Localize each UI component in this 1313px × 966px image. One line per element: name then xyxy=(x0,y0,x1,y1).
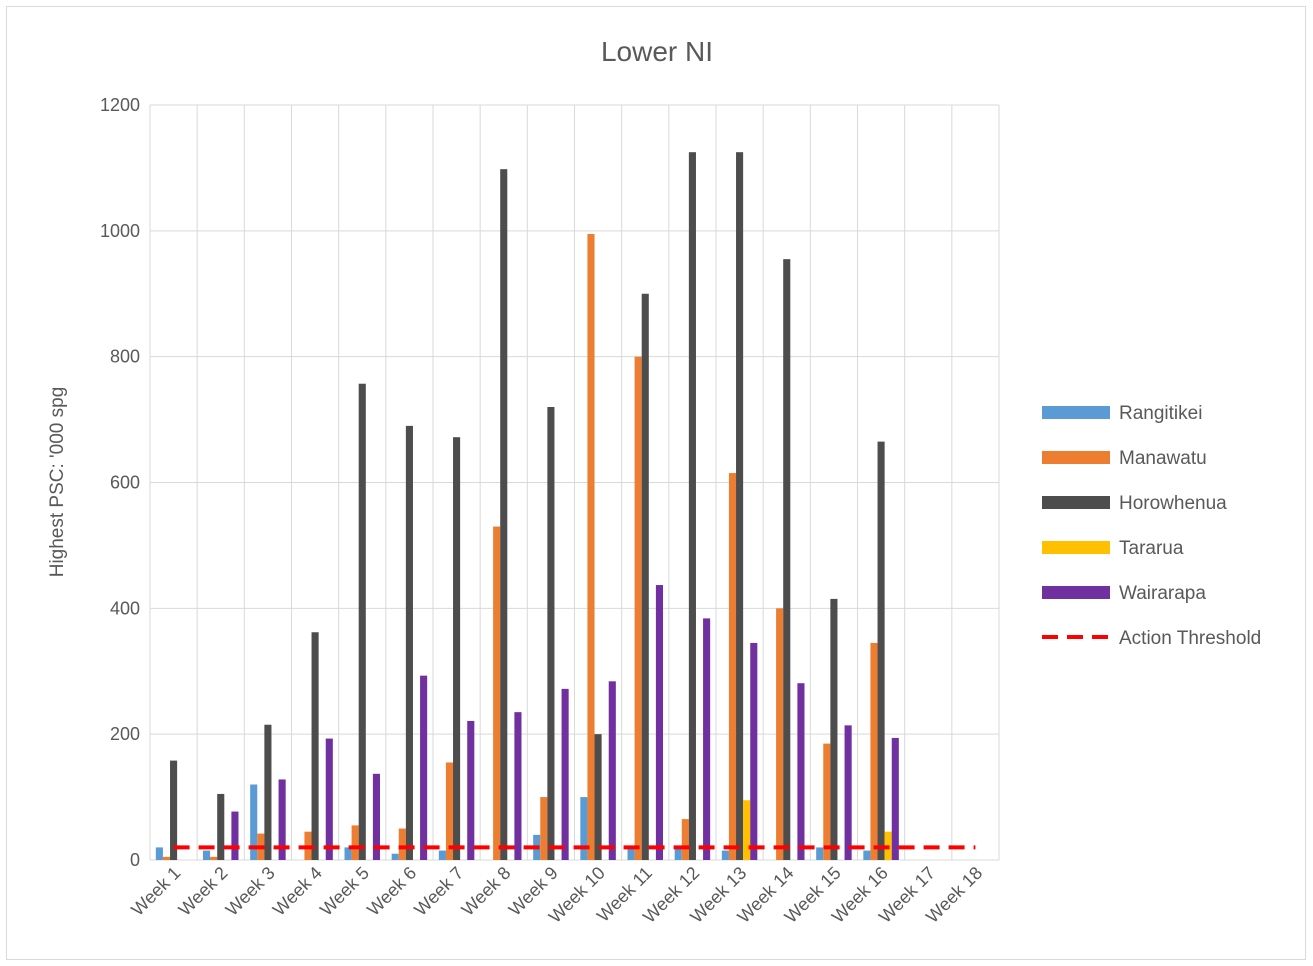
bar-rangitikei xyxy=(863,850,871,860)
bar-wairarapa xyxy=(325,738,333,860)
bar-horowhenua xyxy=(641,293,649,860)
bar-wairarapa xyxy=(844,725,852,860)
y-axis-label: Highest PSC: '000 spg xyxy=(47,387,68,578)
y-tick-label: 0 xyxy=(130,850,140,870)
bar-horowhenua xyxy=(311,632,319,860)
bar-manawatu xyxy=(210,856,218,860)
x-tick-label: Week 3 xyxy=(222,863,279,920)
bar-rangitikei xyxy=(250,784,258,860)
bar-manawatu xyxy=(776,608,784,860)
bar-horowhenua xyxy=(500,169,508,861)
bar-rangitikei xyxy=(344,847,352,860)
y-tick-label: 600 xyxy=(110,473,140,493)
bar-horowhenua xyxy=(453,437,461,860)
bar-wairarapa xyxy=(608,681,616,860)
bar-rangitikei xyxy=(438,850,446,860)
y-tick-label: 400 xyxy=(110,598,140,618)
bar-horowhenua xyxy=(877,441,885,860)
legend-swatch xyxy=(1042,541,1110,554)
legend-swatch xyxy=(1042,451,1110,464)
bars xyxy=(155,152,899,861)
legend-label: Rangitikei xyxy=(1119,403,1202,424)
chart-title: Lower NI xyxy=(601,36,713,67)
bar-manawatu xyxy=(493,526,501,860)
bar-wairarapa xyxy=(703,618,711,860)
bar-manawatu xyxy=(634,356,642,860)
bar-horowhenua xyxy=(783,259,791,860)
bar-manawatu xyxy=(398,828,406,860)
bar-rangitikei xyxy=(203,850,211,860)
bar-horowhenua xyxy=(264,724,272,860)
y-tick-label: 1200 xyxy=(100,95,140,115)
x-tick-label: Week 5 xyxy=(316,863,373,920)
y-axis-ticks: 0 200 400 600 800 1000 1200 xyxy=(100,95,140,870)
bar-manawatu xyxy=(162,856,171,860)
y-tick-label: 200 xyxy=(110,724,140,744)
x-tick-label: Week 1 xyxy=(127,863,184,920)
bar-horowhenua xyxy=(736,152,744,860)
bar-manawatu xyxy=(870,642,878,860)
bar-rangitikei xyxy=(674,847,682,860)
bar-wairarapa xyxy=(655,585,663,860)
bar-manawatu xyxy=(540,797,548,860)
x-tick-label: Week 2 xyxy=(175,863,232,920)
bar-horowhenua xyxy=(217,793,225,860)
bar-horowhenua xyxy=(405,425,413,860)
bar-manawatu xyxy=(728,473,737,860)
bar-rangitikei xyxy=(816,847,824,860)
legend-swatch xyxy=(1042,496,1110,509)
y-tick-label: 1000 xyxy=(100,221,140,241)
x-tick-label: Week 7 xyxy=(410,863,467,920)
bar-rangitikei xyxy=(721,850,729,860)
bar-manawatu xyxy=(445,762,454,860)
bar-wairarapa xyxy=(467,720,475,860)
bar-manawatu xyxy=(823,743,831,860)
y-tick-label: 800 xyxy=(110,347,140,367)
x-tick-label: Week 8 xyxy=(458,863,515,920)
legend-label: Manawatu xyxy=(1119,448,1207,469)
bar-horowhenua xyxy=(170,760,178,860)
x-tick-label: Week 6 xyxy=(363,863,420,920)
bar-wairarapa xyxy=(797,683,805,860)
bar-rangitikei xyxy=(155,847,163,860)
legend-label: Tararua xyxy=(1119,538,1184,559)
bar-wairarapa xyxy=(514,712,522,860)
bar-horowhenua xyxy=(547,407,555,860)
bar-wairarapa xyxy=(372,773,380,860)
bar-horowhenua xyxy=(358,383,366,860)
bar-wairarapa xyxy=(891,737,899,860)
legend: Rangitikei Manawatu Horowhenua Tararua Waira… xyxy=(1042,403,1261,649)
bar-horowhenua xyxy=(830,598,838,860)
legend-swatch xyxy=(1042,406,1110,419)
legend-label: Horowhenua xyxy=(1119,493,1227,514)
legend-label: Action Threshold xyxy=(1119,628,1261,649)
x-tick-label: Week 4 xyxy=(269,863,326,920)
bar-manawatu xyxy=(351,825,359,860)
bar-horowhenua xyxy=(688,152,696,860)
legend-swatch xyxy=(1042,586,1110,599)
bar-wairarapa xyxy=(750,642,758,860)
bar-wairarapa xyxy=(561,688,569,860)
bar-manawatu xyxy=(681,819,689,860)
bar-wairarapa xyxy=(420,675,428,860)
gridlines xyxy=(149,104,1000,861)
bar-wairarapa xyxy=(278,779,286,860)
legend-label: Wairarapa xyxy=(1119,583,1206,604)
bar-rangitikei xyxy=(580,797,588,860)
bar-manawatu xyxy=(587,233,595,860)
bar-rangitikei xyxy=(391,853,399,860)
bar-tararua xyxy=(743,800,751,860)
bar-wairarapa xyxy=(231,811,239,860)
bar-horowhenua xyxy=(594,734,602,860)
bar-rangitikei xyxy=(627,847,635,860)
